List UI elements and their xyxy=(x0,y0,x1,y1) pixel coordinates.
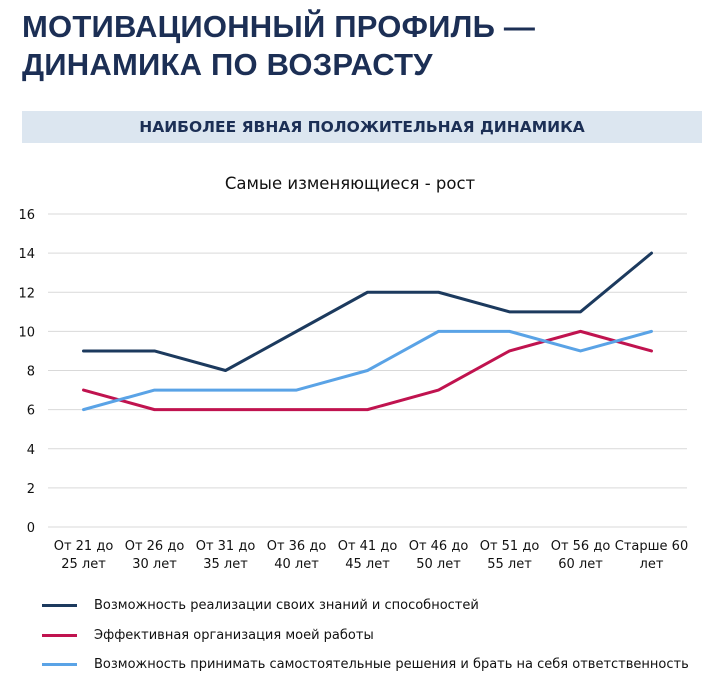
chart-legend: Возможность реализации своих знаний и сп… xyxy=(42,596,707,685)
x-tick-label: От 21 до 25 лет xyxy=(54,539,114,572)
legend-label: Возможность принимать самостоятельные ре… xyxy=(94,657,689,672)
y-tick-label: 10 xyxy=(18,325,35,340)
x-tick-label: От 31 до 35 лет xyxy=(196,539,256,572)
legend-label: Эффективная организация моей работы xyxy=(94,627,374,643)
legend-item: Эффективная организация моей работы xyxy=(42,626,707,656)
legend-swatch xyxy=(42,604,77,607)
x-tick-label: От 51 до 55 лет xyxy=(480,539,540,572)
y-tick-label: 14 xyxy=(18,247,35,262)
x-tick-label: От 46 до 50 лет xyxy=(409,539,469,572)
series-line xyxy=(82,329,653,412)
section-banner: НАИБОЛЕЕ ЯВНАЯ ПОЛОЖИТЕЛЬНАЯ ДИНАМИКА xyxy=(22,111,702,143)
section-banner-text: НАИБОЛЕЕ ЯВНАЯ ПОЛОЖИТЕЛЬНАЯ ДИНАМИКА xyxy=(139,118,585,136)
y-tick-label: 4 xyxy=(27,443,35,458)
series-line xyxy=(82,251,653,372)
y-tick-label: 12 xyxy=(18,286,35,301)
x-tick-label: От 36 до 40 лет xyxy=(267,539,327,572)
legend-item: Возможность принимать самостоятельные ре… xyxy=(42,655,707,685)
legend-swatch xyxy=(42,663,77,666)
y-tick-label: 16 xyxy=(18,208,35,223)
legend-item: Возможность реализации своих знаний и сп… xyxy=(42,596,707,626)
x-tick-label: От 56 до 60 лет xyxy=(551,539,611,572)
x-tick-label: Старше 60 лет xyxy=(615,539,688,572)
x-tick-label: От 26 до 30 лет xyxy=(125,539,185,572)
x-tick-label: От 41 до 45 лет xyxy=(338,539,398,572)
y-tick-label: 6 xyxy=(27,404,35,419)
y-tick-label: 2 xyxy=(27,482,35,497)
legend-swatch xyxy=(42,633,77,637)
legend-label: Возможность реализации своих знаний и сп… xyxy=(94,598,479,613)
y-tick-label: 8 xyxy=(27,365,35,380)
line-chart: 0 2 4 6 8 10 12 14 16 От 21 до 25 лет От 26 до 30 ле… xyxy=(18,208,688,572)
y-tick-label: 0 xyxy=(27,521,35,536)
page-title: МОТИВАЦИОННЫЙ ПРОФИЛЬ — ДИНАМИКА ПО ВОЗР… xyxy=(22,9,536,82)
series-line xyxy=(82,329,653,412)
chart-title: Самые изменяющиеся - рост xyxy=(224,174,476,193)
